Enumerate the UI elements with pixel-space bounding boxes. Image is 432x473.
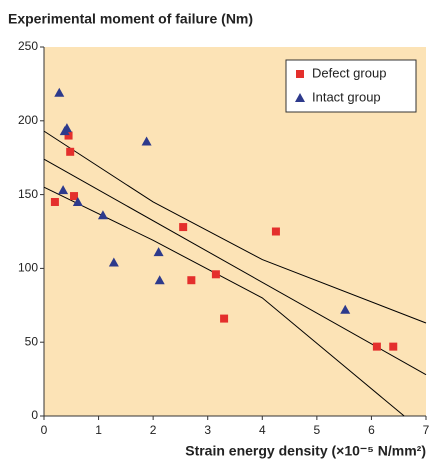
- point: [64, 131, 73, 140]
- point: [179, 223, 188, 232]
- legend-label: Defect group: [312, 65, 386, 80]
- point: [97, 210, 108, 220]
- point: [50, 197, 59, 206]
- legend-label: Intact group: [312, 89, 381, 104]
- y-tick-label: 50: [25, 334, 39, 348]
- legend-box: [285, 59, 417, 113]
- point: [211, 270, 220, 279]
- point: [58, 185, 69, 195]
- y-tick-label: 0: [31, 408, 38, 422]
- point: [389, 342, 398, 351]
- point: [141, 136, 152, 146]
- chart-title: Experimental moment of failure (Nm): [8, 11, 253, 27]
- x-tick-label: 3: [204, 423, 211, 437]
- legend-marker: [295, 93, 305, 102]
- fit-line: [43, 130, 427, 324]
- point: [54, 87, 65, 97]
- point: [70, 192, 79, 201]
- point: [154, 275, 165, 285]
- point: [72, 196, 83, 206]
- x-tick-label: 0: [41, 423, 48, 437]
- point: [220, 314, 229, 323]
- point: [340, 304, 351, 314]
- x-tick-label: 1: [95, 423, 102, 437]
- legend-marker: [296, 70, 304, 78]
- y-tick-label: 200: [18, 113, 38, 127]
- point: [372, 342, 381, 351]
- point: [66, 147, 75, 156]
- point: [61, 123, 72, 133]
- x-axis-title: Strain energy density (×10⁻⁵ N/mm²): [185, 443, 426, 459]
- point: [153, 247, 164, 257]
- fit-line: [43, 158, 427, 376]
- point: [271, 227, 280, 236]
- point: [187, 276, 196, 285]
- x-tick-label: 5: [314, 423, 321, 437]
- fit-line: [43, 186, 405, 417]
- y-tick-label: 250: [18, 39, 38, 53]
- point: [108, 257, 119, 267]
- x-tick-label: 7: [423, 423, 430, 437]
- x-tick-label: 4: [259, 423, 266, 437]
- x-tick-label: 2: [150, 423, 157, 437]
- y-tick-label: 100: [18, 261, 38, 275]
- y-tick-label: 150: [18, 187, 38, 201]
- x-tick-label: 6: [368, 423, 375, 437]
